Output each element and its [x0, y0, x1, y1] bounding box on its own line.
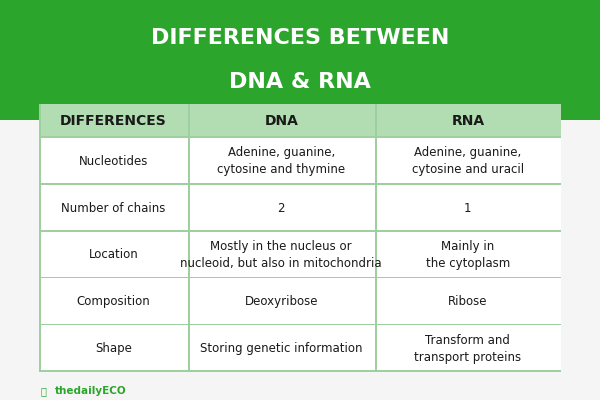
FancyBboxPatch shape: [190, 325, 374, 370]
Text: Location: Location: [89, 248, 138, 262]
FancyBboxPatch shape: [377, 138, 561, 183]
Text: Shape: Shape: [95, 342, 132, 355]
FancyBboxPatch shape: [377, 325, 561, 370]
Text: Deoxyribose: Deoxyribose: [244, 295, 318, 308]
FancyBboxPatch shape: [41, 104, 188, 136]
Text: Storing genetic information: Storing genetic information: [200, 342, 362, 355]
Text: thedailyECO: thedailyECO: [55, 386, 127, 396]
Text: DNA: DNA: [264, 114, 298, 128]
Text: Transform and
transport proteins: Transform and transport proteins: [414, 334, 521, 364]
FancyBboxPatch shape: [377, 104, 561, 136]
Text: Mainly in
the cytoplasm: Mainly in the cytoplasm: [425, 240, 510, 270]
Text: DNA & RNA: DNA & RNA: [229, 72, 371, 92]
FancyBboxPatch shape: [41, 185, 188, 230]
Text: Ribose: Ribose: [448, 295, 488, 308]
FancyBboxPatch shape: [190, 104, 374, 136]
FancyBboxPatch shape: [41, 138, 188, 183]
FancyBboxPatch shape: [377, 185, 561, 230]
Text: Number of chains: Number of chains: [61, 202, 166, 215]
FancyBboxPatch shape: [41, 325, 188, 370]
FancyBboxPatch shape: [190, 232, 374, 277]
Text: DIFFERENCES BETWEEN: DIFFERENCES BETWEEN: [151, 28, 449, 48]
Text: 1: 1: [464, 202, 472, 215]
FancyBboxPatch shape: [377, 232, 561, 277]
Text: DIFFERENCES: DIFFERENCES: [60, 114, 167, 128]
FancyBboxPatch shape: [41, 232, 188, 277]
Text: 2: 2: [277, 202, 285, 215]
Text: Nucleotides: Nucleotides: [79, 155, 148, 168]
Text: Mostly in the nucleus or
nucleoid, but also in mitochondria: Mostly in the nucleus or nucleoid, but a…: [181, 240, 382, 270]
FancyBboxPatch shape: [39, 104, 561, 372]
FancyBboxPatch shape: [41, 278, 188, 324]
FancyBboxPatch shape: [190, 278, 374, 324]
Text: Composition: Composition: [77, 295, 150, 308]
Text: 🌿: 🌿: [41, 386, 47, 396]
Text: Adenine, guanine,
cytosine and uracil: Adenine, guanine, cytosine and uracil: [412, 146, 524, 176]
Text: Adenine, guanine,
cytosine and thymine: Adenine, guanine, cytosine and thymine: [217, 146, 345, 176]
Text: RNA: RNA: [451, 114, 484, 128]
FancyBboxPatch shape: [0, 0, 600, 120]
FancyBboxPatch shape: [377, 278, 561, 324]
FancyBboxPatch shape: [190, 138, 374, 183]
FancyBboxPatch shape: [190, 185, 374, 230]
